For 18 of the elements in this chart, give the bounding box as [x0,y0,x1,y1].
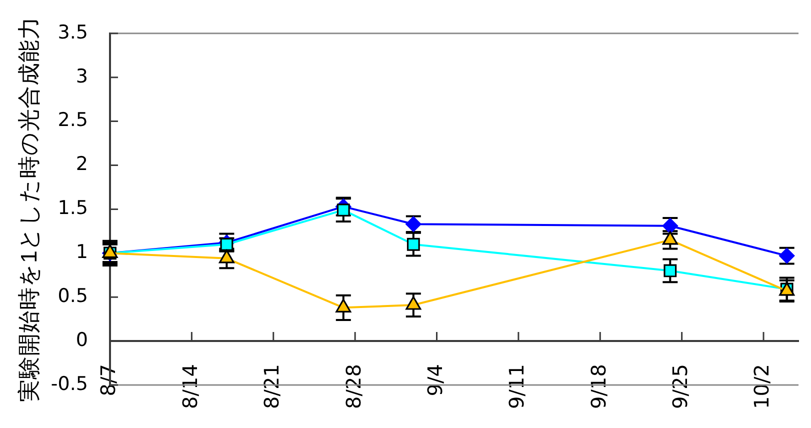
x-tick-label: 9/25 [668,364,692,409]
y-tick-label: 3 [76,65,88,88]
y-axis-title: 実験開始時を1とした時の光合成能力 [16,16,42,402]
x-tick-label: 10/2 [750,364,774,409]
x-tick-label: 9/18 [586,364,610,409]
x-tick-label: 8/14 [178,364,202,409]
x-tick-label: 9/11 [504,364,529,409]
x-tick-label: 8/28 [341,364,366,409]
y-tick-label: 1.5 [58,197,88,220]
y-tick-label: 0 [76,328,88,351]
y-tick-label: 2.5 [58,109,88,132]
y-tick-label: 1 [76,241,88,264]
x-tick-label: 8/21 [260,364,284,409]
y-tick-label: -0.5 [50,372,88,395]
y-tick-label: 0.5 [58,285,88,308]
y-tick-label: 2 [76,153,88,176]
x-tick-label: 9/4 [422,364,447,396]
y-tick-label: 3.5 [58,21,88,44]
